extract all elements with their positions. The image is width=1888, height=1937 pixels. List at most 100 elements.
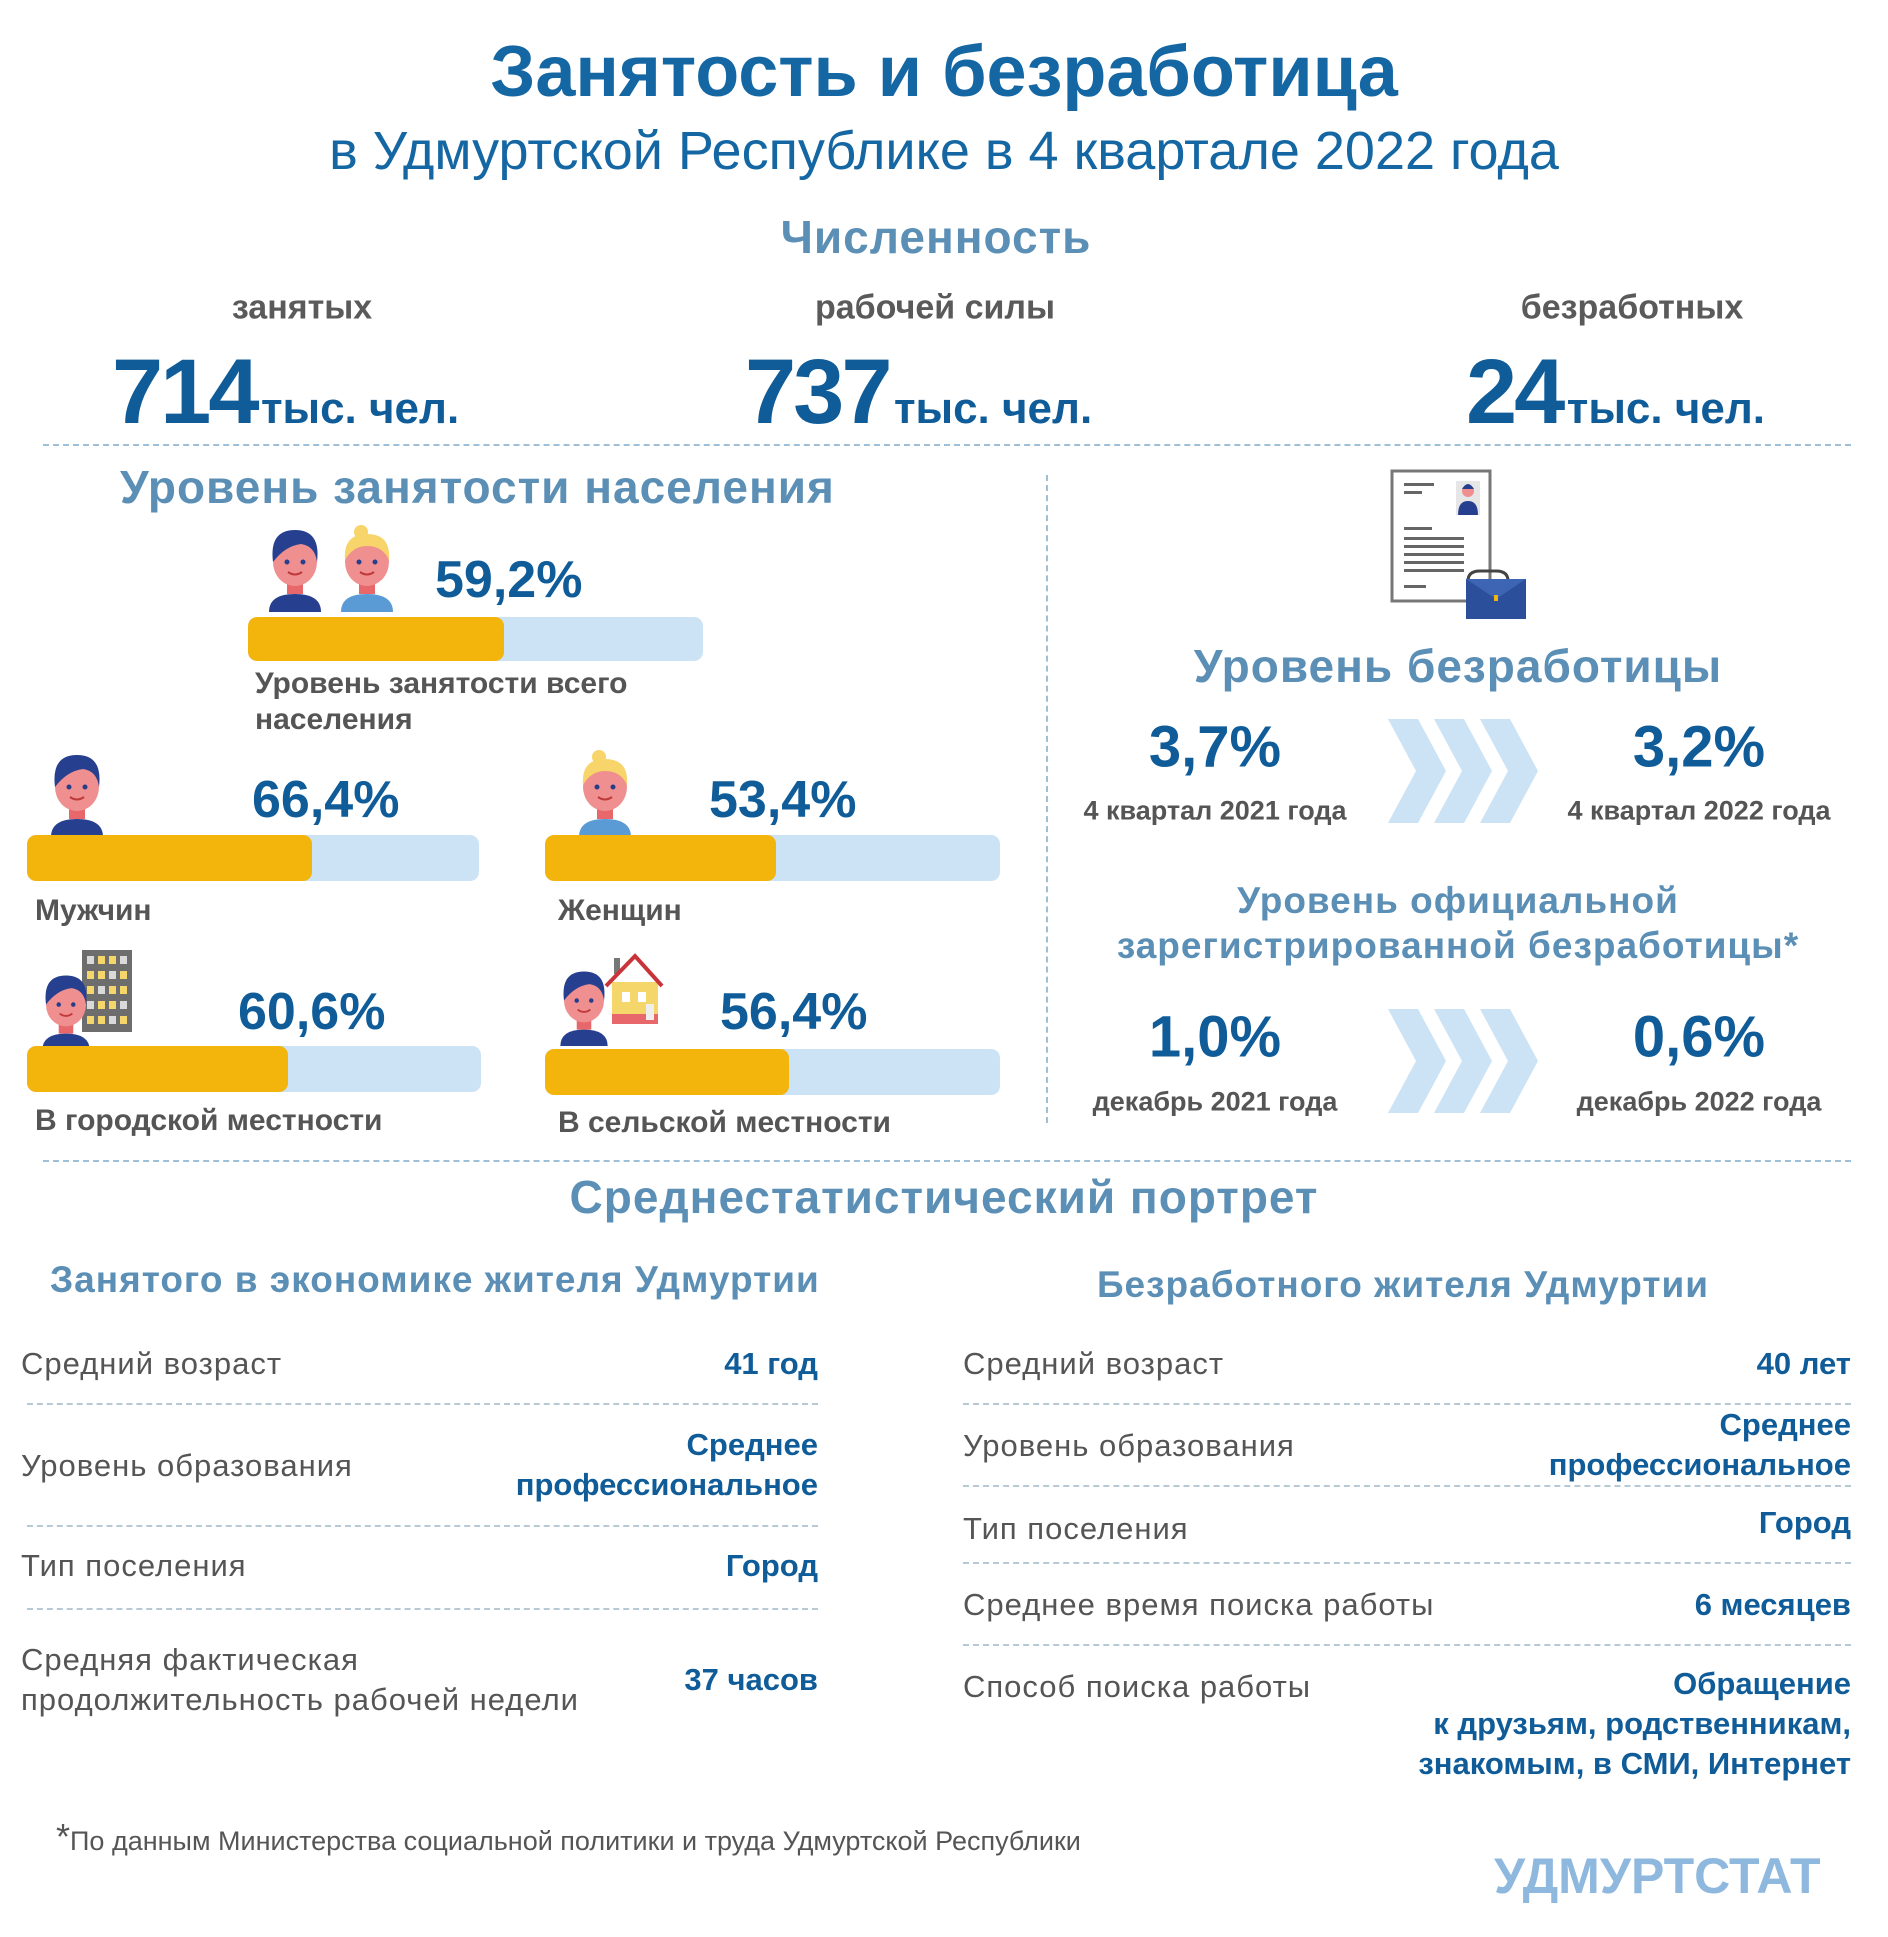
employment-heading: Уровень занятости населения — [120, 461, 835, 513]
row-divider — [963, 1403, 1851, 1405]
man-icon — [46, 749, 108, 837]
row-divider — [27, 1608, 818, 1610]
woman-icon — [336, 524, 398, 612]
value-line: профессиональное — [1548, 1447, 1851, 1482]
row-divider — [27, 1525, 818, 1527]
row-divider — [963, 1644, 1851, 1646]
unemployed-search-method-value: Обращение к друзьям, родственникам, знак… — [1418, 1664, 1851, 1784]
urban-employment-bar — [27, 1046, 481, 1092]
page-subtitle: в Удмуртской Республике в 4 квартале 202… — [329, 121, 1559, 181]
rural-employment-bar — [545, 1049, 1000, 1095]
footnote-text: По данным Министерства социальной полити… — [70, 1826, 1081, 1856]
city-building-icon — [82, 950, 132, 1032]
portrait-heading: Среднестатистический портрет — [569, 1171, 1319, 1223]
employed-label: занятых — [231, 288, 373, 327]
unemployed-settlement-value: Город — [1758, 1505, 1851, 1540]
label-line: Средняя фактическая — [21, 1642, 359, 1677]
women-employment-value: 53,4% — [709, 771, 857, 829]
value-line: Обращение — [1673, 1666, 1851, 1701]
labor-force-value: 737 — [745, 341, 892, 443]
employed-settlement-label: Тип поселения — [21, 1548, 247, 1583]
labor-force-count: 737 тыс. чел. — [745, 340, 1092, 445]
unemployed-education-value: Среднее профессиональное — [1549, 1405, 1851, 1485]
value-line: к друзьям, родственникам, — [1433, 1706, 1851, 1741]
registered-2021-label: декабрь 2021 года — [1092, 1086, 1338, 1117]
unemployment-2022-value: 3,2% — [1632, 714, 1766, 780]
rural-employment-bar-fill — [545, 1049, 789, 1095]
woman-icon — [574, 749, 636, 837]
employed-settlement-value: Город — [725, 1548, 818, 1583]
unemployment-2021-label: 4 квартал 2021 года — [1083, 795, 1347, 826]
employed-education-value: Среднее профессиональное — [516, 1425, 818, 1505]
urban-employment-bar-fill — [27, 1046, 289, 1092]
row-divider — [963, 1562, 1851, 1564]
employed-education-label: Уровень образования — [21, 1448, 353, 1483]
registered-2021-value: 1,0% — [1148, 1004, 1282, 1070]
house-icon — [604, 952, 664, 1024]
registered-heading-line1: Уровень официальной — [1237, 880, 1679, 921]
men-employment-value: 66,4% — [252, 771, 400, 829]
urban-employment-value: 60,6% — [238, 983, 386, 1041]
man-icon — [264, 524, 326, 612]
registered-heading-line2: зарегистрированной безработицы* — [1116, 925, 1800, 966]
employed-portrait-title: Занятого в экономике жителя Удмуртии — [50, 1259, 820, 1300]
employed-unit: тыс. чел. — [260, 384, 460, 433]
chevrons-right-icon — [1388, 719, 1538, 823]
divider-vertical — [1046, 475, 1048, 1123]
unemployed-count: 24 тыс. чел. — [1466, 340, 1765, 445]
unemployed-age-value: 40 лет — [1756, 1346, 1851, 1381]
label-line: продолжительность рабочей недели — [21, 1682, 580, 1717]
rural-employment-value: 56,4% — [720, 983, 868, 1041]
registered-2022-label: декабрь 2022 года — [1576, 1086, 1822, 1117]
women-employment-label: Женщин — [558, 894, 682, 927]
unemployed-search-method-label: Способ поиска работы — [963, 1669, 1312, 1704]
unemployed-label: безработных — [1520, 288, 1744, 327]
unemployed-age-label: Средний возраст — [963, 1346, 1225, 1381]
total-employment-label-line2: населения — [255, 703, 413, 736]
page-title: Занятость и безработица — [490, 32, 1398, 112]
registered-2022-value: 0,6% — [1632, 1004, 1766, 1070]
resume-briefcase-icon — [1390, 469, 1528, 619]
unemployed-search-time-label: Среднее время поиска работы — [963, 1587, 1435, 1622]
men-employment-bar-fill — [27, 835, 313, 881]
men-employment-bar — [27, 835, 479, 881]
unemployed-value: 24 — [1466, 341, 1565, 443]
rural-employment-label: В сельской местности — [558, 1106, 892, 1139]
unemployed-education-label: Уровень образования — [963, 1428, 1295, 1463]
total-employment-label: Уровень занятости всего населения — [255, 666, 628, 738]
unemployment-2022-label: 4 квартал 2022 года — [1567, 795, 1831, 826]
labor-force-unit: тыс. чел. — [893, 384, 1093, 433]
value-line: Среднее — [686, 1427, 818, 1462]
unemployed-search-time-value: 6 месяцев — [1694, 1587, 1851, 1622]
employed-age-value: 41 год — [724, 1346, 818, 1381]
unemployed-portrait-title: Безработного жителя Удмуртии — [1096, 1264, 1710, 1305]
footnote: *По данным Министерства социальной полит… — [56, 1816, 1081, 1868]
footnote-mark: * — [56, 1816, 71, 1857]
divider — [43, 444, 1851, 446]
total-employment-bar-fill — [248, 617, 504, 661]
employed-workweek-value: 37 часов — [684, 1662, 818, 1697]
unemployed-settlement-label: Тип поселения — [963, 1511, 1189, 1546]
employed-workweek-label: Средняя фактическая продолжительность ра… — [21, 1640, 579, 1720]
unemployment-2021-value: 3,7% — [1148, 714, 1282, 780]
employed-age-label: Средний возраст — [21, 1346, 283, 1381]
total-employment-bar — [248, 617, 703, 661]
value-line: Среднее — [1719, 1407, 1851, 1442]
row-divider — [27, 1403, 818, 1405]
women-employment-bar — [545, 835, 1000, 881]
udmurtstat-logo: УДМУРТСТАТ — [1494, 1848, 1821, 1904]
labor-force-label: рабочей силы — [814, 288, 1056, 327]
unemployed-unit: тыс. чел. — [1566, 384, 1766, 433]
employed-count: 714 тыс. чел. — [112, 340, 459, 445]
man-icon — [556, 966, 612, 1046]
row-divider — [963, 1485, 1851, 1487]
chevrons-right-icon — [1388, 1009, 1538, 1113]
total-employment-label-line1: Уровень занятости всего — [255, 667, 628, 700]
men-employment-label: Мужчин — [35, 894, 152, 927]
man-icon — [38, 970, 94, 1050]
divider — [43, 1160, 1851, 1162]
unemployment-heading: Уровень безработицы — [1193, 640, 1723, 692]
value-line: профессиональное — [515, 1467, 818, 1502]
numbers-heading: Численность — [780, 211, 1092, 263]
urban-employment-label: В городской местности — [35, 1104, 383, 1137]
